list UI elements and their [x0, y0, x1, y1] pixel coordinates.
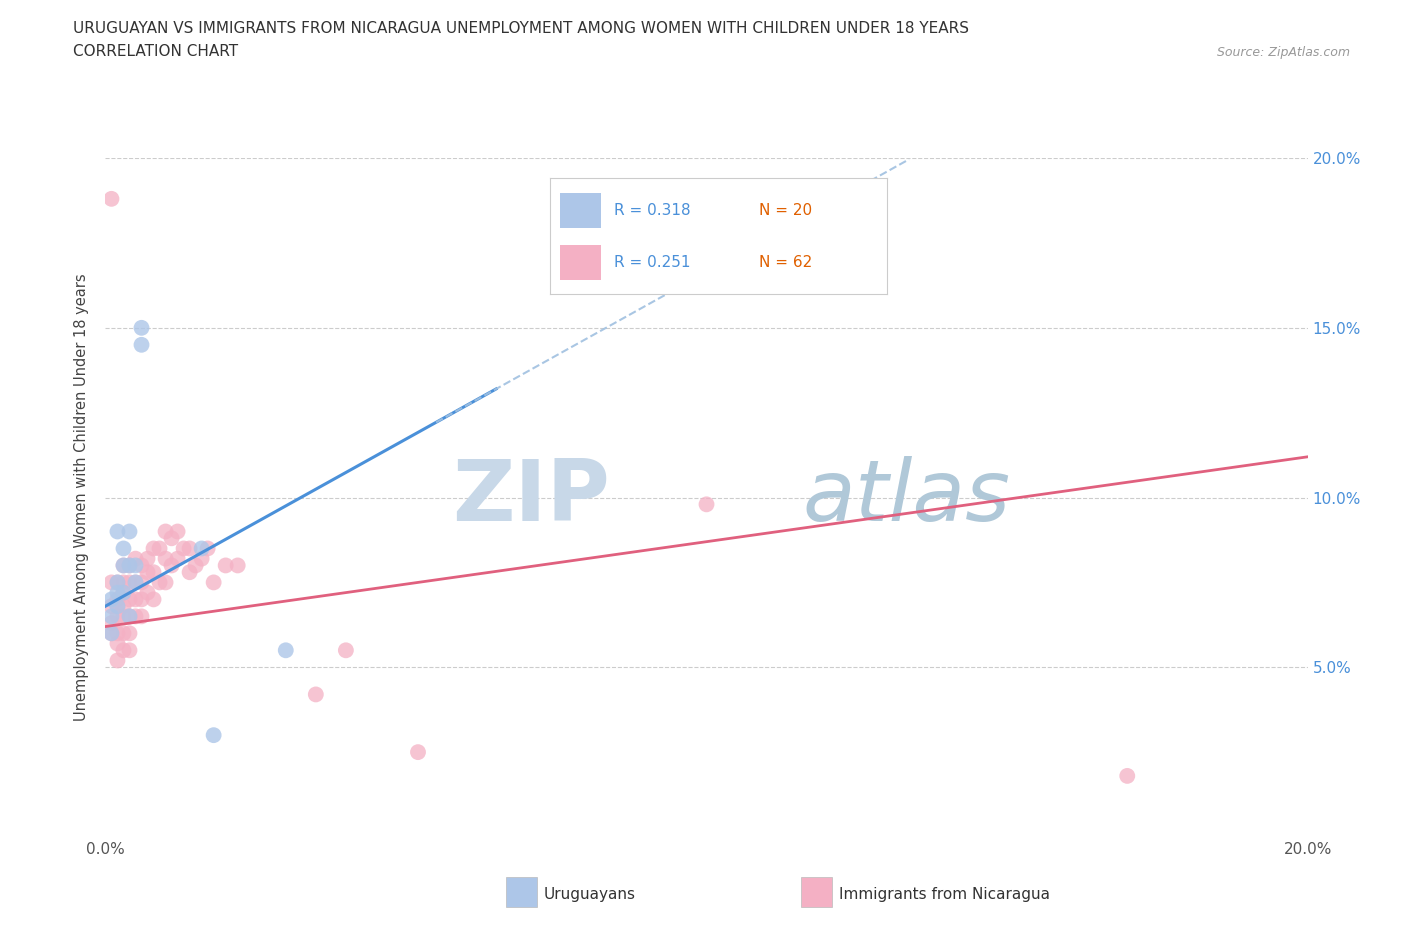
Point [107, 575, 129, 590]
Point [112, 541, 135, 556]
Point [131, 558, 153, 573]
Point [155, 525, 177, 539]
Point [173, 541, 195, 556]
Point [118, 558, 141, 573]
Point [696, 497, 718, 512]
Point [112, 558, 135, 573]
Point [107, 585, 129, 600]
Text: Immigrants from Nicaragua: Immigrants from Nicaragua [839, 887, 1050, 902]
Point [406, 745, 429, 760]
Point [148, 575, 170, 590]
Y-axis label: Unemployment Among Women with Children Under 18 years: Unemployment Among Women with Children U… [75, 273, 90, 722]
Point [118, 558, 141, 573]
Point [118, 643, 141, 658]
Point [100, 592, 122, 607]
Point [142, 541, 165, 556]
Point [131, 575, 153, 590]
Point [136, 585, 159, 600]
Point [118, 575, 141, 590]
Point [112, 585, 135, 600]
Point [112, 575, 135, 590]
Point [1116, 768, 1139, 783]
Text: Uruguayans: Uruguayans [544, 887, 636, 902]
Point [118, 609, 141, 624]
Point [107, 525, 129, 539]
Point [160, 558, 183, 573]
Point [136, 551, 159, 566]
Point [100, 626, 122, 641]
Point [112, 599, 135, 614]
Point [190, 541, 212, 556]
Point [107, 636, 129, 651]
Point [100, 609, 122, 624]
Point [131, 338, 153, 352]
Point [197, 541, 219, 556]
Point [112, 558, 135, 573]
Text: CORRELATION CHART: CORRELATION CHART [73, 44, 238, 59]
Point [118, 626, 141, 641]
Point [131, 609, 153, 624]
Point [107, 599, 129, 614]
Point [100, 192, 122, 206]
Point [305, 687, 328, 702]
Point [190, 551, 212, 566]
Point [107, 592, 129, 607]
Point [142, 565, 165, 579]
Point [112, 626, 135, 641]
Text: Source: ZipAtlas.com: Source: ZipAtlas.com [1216, 46, 1350, 59]
Point [274, 643, 297, 658]
Point [202, 575, 225, 590]
Point [131, 592, 153, 607]
Point [202, 727, 225, 742]
Point [118, 609, 141, 624]
Point [124, 551, 146, 566]
Point [107, 626, 129, 641]
Point [179, 541, 201, 556]
Point [124, 592, 146, 607]
Point [100, 575, 122, 590]
Point [142, 592, 165, 607]
Point [160, 531, 183, 546]
Point [124, 575, 146, 590]
Point [107, 599, 129, 614]
Point [100, 599, 122, 614]
Point [148, 541, 170, 556]
Point [107, 653, 129, 668]
Point [166, 551, 188, 566]
Point [179, 565, 201, 579]
Point [136, 565, 159, 579]
Point [184, 558, 207, 573]
Point [107, 575, 129, 590]
Point [100, 616, 122, 631]
Point [335, 643, 357, 658]
Point [107, 609, 129, 624]
Point [131, 320, 153, 336]
Point [100, 626, 122, 641]
Point [124, 575, 146, 590]
Point [118, 525, 141, 539]
Point [112, 609, 135, 624]
Text: URUGUAYAN VS IMMIGRANTS FROM NICARAGUA UNEMPLOYMENT AMONG WOMEN WITH CHILDREN UN: URUGUAYAN VS IMMIGRANTS FROM NICARAGUA U… [73, 20, 969, 35]
Text: ZIP: ZIP [453, 456, 610, 539]
Point [226, 558, 249, 573]
Point [166, 525, 188, 539]
Point [118, 592, 141, 607]
Point [124, 558, 146, 573]
Point [155, 575, 177, 590]
Text: atlas: atlas [803, 456, 1011, 539]
Point [214, 558, 236, 573]
Point [112, 643, 135, 658]
Point [124, 609, 146, 624]
Point [112, 585, 135, 600]
Point [155, 551, 177, 566]
